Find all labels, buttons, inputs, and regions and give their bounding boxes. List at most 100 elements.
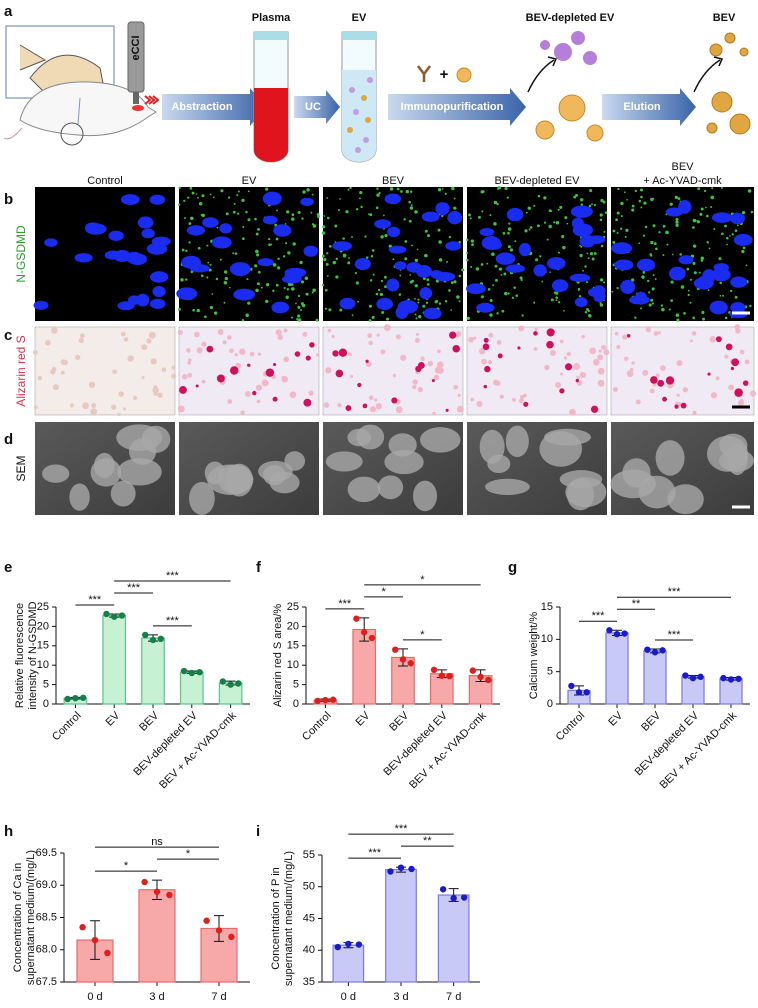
stain-dot: [299, 260, 303, 265]
stain-dot: [480, 190, 484, 194]
nucleus: [620, 279, 636, 294]
stain-dot: [254, 264, 258, 268]
stain-dot: [529, 226, 533, 229]
step-arrow: [602, 88, 696, 126]
cell: [453, 384, 458, 390]
micrograph: [176, 186, 320, 322]
data-point: [689, 674, 697, 682]
stain-dot: [519, 276, 523, 280]
y-tick-label: 68.5: [36, 911, 57, 923]
stain-dot: [593, 203, 596, 207]
cell: [744, 359, 750, 365]
stain-dot: [706, 241, 709, 244]
stain-dot: [437, 228, 441, 232]
panel-letter: e: [4, 559, 12, 576]
stain-dot: [183, 217, 186, 220]
stain-dot: [749, 304, 752, 308]
stain-dot: [417, 301, 420, 304]
nucleus: [374, 219, 392, 229]
stain-dot: [585, 281, 589, 284]
data-point: [407, 660, 414, 667]
significance-label: ***: [668, 629, 682, 641]
cell: [593, 359, 600, 366]
stain-dot: [555, 296, 558, 299]
stain-dot: [285, 242, 288, 245]
nucleus: [120, 194, 140, 205]
panel-letter: i: [256, 823, 260, 840]
y-tick-label: 5: [547, 666, 553, 678]
cell-body: [325, 451, 363, 472]
cell-body: [356, 424, 385, 450]
nucleus: [176, 287, 198, 300]
significance-label: *: [186, 848, 191, 860]
stain-dot: [348, 257, 350, 259]
stain-dot: [287, 251, 291, 255]
stain-dot: [351, 236, 353, 238]
cell: [148, 331, 156, 339]
stain-dot: [563, 310, 565, 312]
stain-dot: [677, 197, 681, 200]
stain-dot: [411, 244, 413, 247]
device-tip: [133, 92, 139, 104]
stain-dot: [470, 239, 474, 243]
stain-dot: [478, 215, 481, 219]
stain-dot: [265, 187, 269, 191]
cell: [187, 372, 193, 378]
micrograph: [33, 187, 175, 321]
cell: [157, 392, 163, 398]
nucleus: [387, 226, 401, 238]
stain-dot: [703, 189, 707, 193]
stain-dot: [579, 244, 581, 247]
nucleus: [506, 207, 524, 222]
deposit: [564, 363, 573, 371]
nucleus: [730, 276, 748, 288]
stain-dot: [639, 188, 644, 192]
panel-letter: d: [4, 431, 13, 448]
stain-dot: [580, 203, 584, 206]
cell: [455, 331, 462, 338]
cell: [244, 391, 251, 397]
deposit: [303, 398, 312, 407]
stain-dot: [644, 225, 648, 229]
stain-dot: [698, 271, 701, 274]
stain-dot: [376, 193, 380, 197]
stain-dot: [355, 208, 359, 211]
data-point: [334, 943, 341, 951]
deposit: [179, 386, 187, 394]
nucleus: [219, 223, 232, 234]
column-header: BEV-depleted EV: [494, 175, 580, 187]
stain-dot: [379, 292, 384, 296]
stain-dot: [729, 235, 731, 237]
stain-dot: [458, 274, 462, 278]
stain-dot: [415, 317, 418, 320]
cell: [289, 391, 297, 399]
cell: [739, 398, 744, 404]
bar-chart: f Alizarin red S area/% 0 5 10 15 20 25 Control E…: [256, 559, 500, 791]
stain-dot: [593, 252, 597, 255]
stain-dot: [496, 202, 499, 206]
micrograph: [466, 325, 610, 416]
nucleus: [186, 225, 205, 236]
stain-dot: [653, 242, 657, 246]
stain-dot: [209, 305, 214, 310]
nucleus: [262, 191, 282, 206]
stain-dot: [297, 314, 301, 318]
cell: [544, 364, 550, 371]
stain-dot: [586, 308, 589, 311]
cell: [519, 394, 525, 400]
cell: [689, 339, 693, 343]
data-point: [606, 627, 613, 634]
stain-dot: [283, 286, 286, 290]
cell: [350, 374, 354, 378]
stain-dot: [679, 253, 682, 256]
stain-dot: [236, 194, 239, 197]
cell: [153, 391, 158, 396]
stain-dot: [675, 217, 679, 222]
deposit: [247, 363, 251, 367]
stain-dot: [323, 215, 326, 217]
flow-arrow: [693, 59, 721, 93]
cell: [239, 348, 246, 355]
stain-dot: [297, 210, 301, 215]
stain-dot: [643, 201, 647, 205]
